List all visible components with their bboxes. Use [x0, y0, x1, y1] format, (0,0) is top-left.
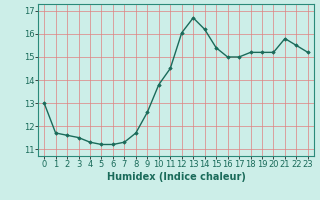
X-axis label: Humidex (Indice chaleur): Humidex (Indice chaleur)	[107, 172, 245, 182]
